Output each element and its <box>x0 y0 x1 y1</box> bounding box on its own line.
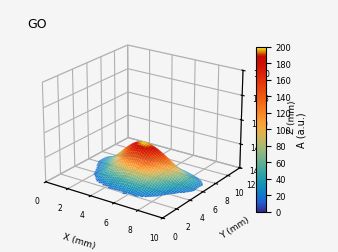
Text: GO: GO <box>27 18 47 30</box>
Y-axis label: A (a.u.): A (a.u.) <box>297 112 307 147</box>
X-axis label: X (mm): X (mm) <box>62 231 96 249</box>
Y-axis label: Y (mm): Y (mm) <box>219 215 251 240</box>
